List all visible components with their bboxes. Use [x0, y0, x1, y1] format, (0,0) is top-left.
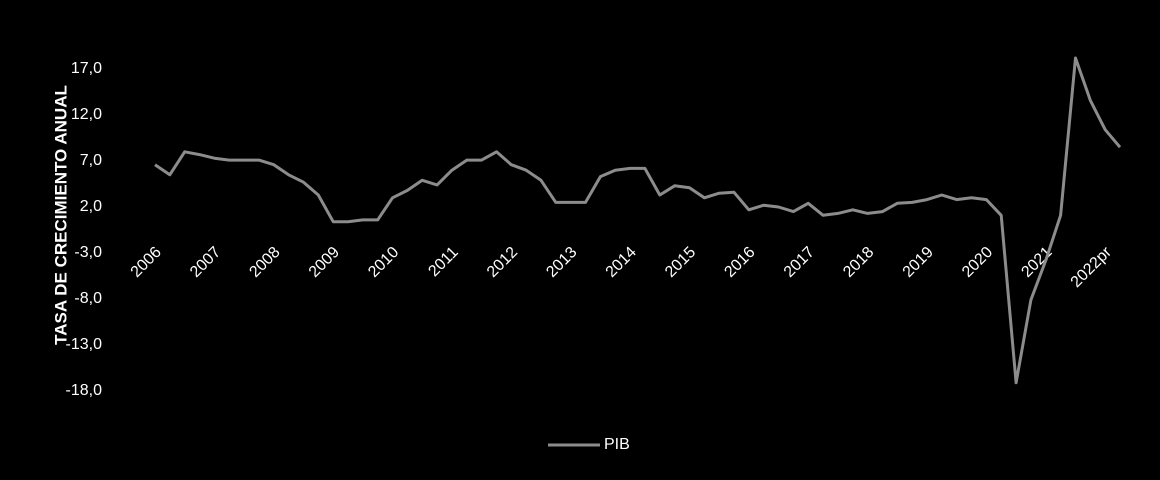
y-tick-label: 12,0: [71, 106, 102, 123]
y-axis-title: TASA DE CRECIMIENTO ANUAL: [51, 85, 70, 345]
x-tick-label: 2009: [306, 244, 343, 281]
y-tick-label: -13,0: [66, 336, 103, 353]
x-tick-label: 2016: [721, 244, 758, 281]
y-tick-label: 17,0: [71, 60, 102, 77]
x-tick-label: 2019: [900, 244, 937, 281]
legend-label: PIB: [604, 436, 630, 453]
x-tick-label: 2007: [187, 244, 224, 281]
x-tick-label: 2022pr: [1068, 243, 1116, 291]
y-tick-label: -3,0: [74, 244, 102, 261]
data-line: [154, 56, 1122, 385]
y-tick-label: 2,0: [80, 198, 102, 215]
y-tick-label: -18,0: [66, 382, 103, 399]
x-tick-label: 2014: [603, 244, 640, 281]
x-tick-label: 2011: [425, 244, 461, 280]
y-tick-label: -8,0: [74, 290, 102, 307]
x-tick-label: 2013: [543, 244, 580, 281]
y-tick-label: 7,0: [80, 152, 102, 169]
x-tick-label: 2017: [781, 244, 818, 281]
x-tick-label: 2012: [484, 244, 521, 281]
x-tick-label: 2018: [840, 244, 877, 281]
x-tick-label: 2015: [662, 244, 699, 281]
x-tick-label: 2006: [128, 244, 165, 281]
x-tick-label: 2020: [959, 244, 996, 281]
x-tick-label: 2008: [246, 244, 283, 281]
x-tick-label: 2010: [365, 244, 402, 281]
